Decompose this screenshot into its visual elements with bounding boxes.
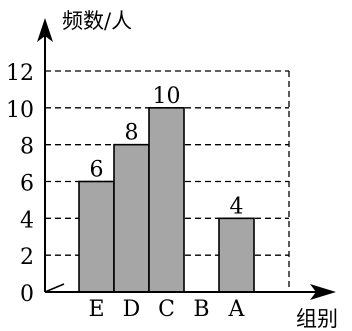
bar-A: [218, 217, 255, 293]
data-label-E: 6: [90, 158, 104, 183]
y-axis-label: 频数/人: [62, 9, 132, 33]
y-tick-label-12: 12: [6, 61, 34, 86]
x-tick-label-A: A: [228, 297, 246, 322]
y-tick-label-10: 10: [6, 98, 34, 123]
x-tick-label-C: C: [158, 297, 175, 322]
y-tick-label-6: 6: [20, 172, 34, 197]
x-tick-label-E: E: [88, 297, 104, 322]
data-label-C: 10: [153, 84, 181, 109]
bar-D: [113, 143, 150, 293]
axes: [37, 18, 336, 300]
bar-E: [78, 180, 115, 293]
data-label-A: 4: [230, 194, 244, 219]
bar-C: [148, 107, 185, 293]
baseline-offset: [44, 283, 65, 293]
x-tick-label-D: D: [123, 297, 141, 322]
y-tick-label-8: 8: [20, 135, 34, 160]
x-axis-arrow: [310, 284, 336, 300]
y-tick-label-0: 0: [20, 282, 34, 307]
x-axis-label: 组别: [296, 307, 338, 331]
x-tick-label-B: B: [193, 297, 209, 322]
y-tick-label-2: 2: [20, 245, 34, 270]
data-label-D: 8: [125, 121, 139, 146]
y-tick-label-4: 4: [20, 208, 34, 233]
y-axis-arrow: [37, 18, 53, 42]
bars: [78, 107, 255, 293]
